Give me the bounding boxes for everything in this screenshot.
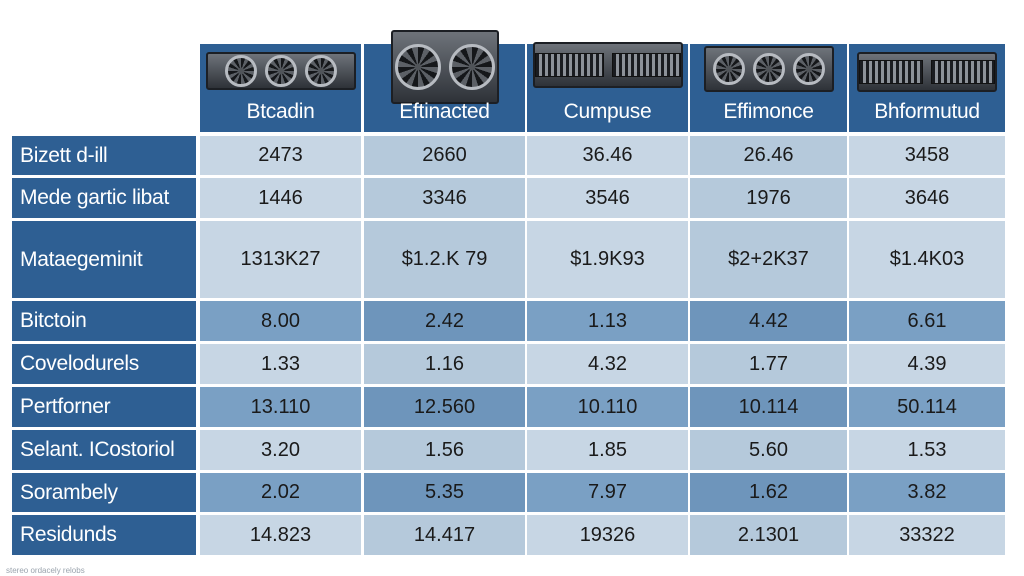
table-cell: 1.53 [849, 430, 1008, 473]
table-cell: 2473 [200, 136, 364, 178]
table-cell: 4.39 [849, 344, 1008, 387]
table-cell: 2.02 [200, 473, 364, 515]
table-cell: 1.56 [364, 430, 528, 473]
table-cell: 5.60 [690, 430, 850, 473]
server-rack-icon [857, 52, 997, 92]
column-header-label: Effimonce [723, 100, 814, 123]
column-header-3: Cumpuse [527, 42, 691, 132]
column-header-2: Eftinacted [364, 30, 528, 132]
table-cell: 36.46 [527, 136, 691, 178]
table-cell: 50.114 [849, 387, 1008, 430]
table-cell: 1446 [200, 178, 364, 221]
table-cell: 4.42 [690, 301, 850, 344]
row-label: Selant. ICostoriol [12, 430, 196, 473]
table-cell: 1.77 [690, 344, 850, 387]
table-cell: 2660 [364, 136, 528, 178]
table-cell: 3646 [849, 178, 1008, 221]
table-cell: 3.82 [849, 473, 1008, 515]
fan-icon [304, 55, 337, 87]
footer-text: stereo ordacely relobs [6, 566, 85, 575]
table-cell: 8.00 [200, 301, 364, 344]
table-cell: $2+2K37 [690, 221, 850, 301]
column-header-5: Bhformutud [849, 44, 1008, 132]
table-cell: 1.85 [527, 430, 691, 473]
vent-icon [859, 60, 923, 84]
table-cell: 10.110 [527, 387, 691, 430]
vent-icon [534, 53, 604, 77]
row-label: Bitctoin [12, 301, 196, 344]
table-cell: 1.33 [200, 344, 364, 387]
server-fan-icon [703, 46, 834, 92]
table-cell: 4.32 [527, 344, 691, 387]
column-header-label: Bhformutud [874, 100, 980, 123]
fan-icon [394, 44, 441, 90]
fan-icon [712, 53, 745, 85]
table-cell: 3.20 [200, 430, 364, 473]
table-cell: 7.97 [527, 473, 691, 515]
fan-icon [264, 55, 297, 87]
column-header-1: Btcadin [200, 44, 364, 132]
table-cell: $1.9K93 [527, 221, 691, 301]
vent-icon [611, 53, 681, 77]
server-fan-icon [390, 30, 499, 104]
server-rack-icon [532, 42, 683, 88]
table-cell: 14.823 [200, 515, 364, 558]
table-cell: 14.417 [364, 515, 528, 558]
table-cell: 6.61 [849, 301, 1008, 344]
table-cell: 1313K27 [200, 221, 364, 301]
fan-icon [224, 55, 257, 87]
column-header-label: Cumpuse [563, 100, 652, 123]
column-header-label: Btcadin [246, 100, 315, 123]
row-label: Sorambely [12, 473, 196, 515]
row-label: Bizett d-ill [12, 136, 196, 178]
table-cell: 1.13 [527, 301, 691, 344]
table-cell: $1.4K03 [849, 221, 1008, 301]
table-cell: 13.110 [200, 387, 364, 430]
row-label: Covelodurels [12, 344, 196, 387]
column-header-4: Effimonce [690, 44, 850, 132]
table-cell: 3346 [364, 178, 528, 221]
table-cell: 12.560 [364, 387, 528, 430]
table-cell: 5.35 [364, 473, 528, 515]
table-cell: 3458 [849, 136, 1008, 178]
row-label: Mataegeminit [12, 221, 196, 301]
table-cell: 33322 [849, 515, 1008, 558]
table-cell: 1976 [690, 178, 850, 221]
row-label: Residunds [12, 515, 196, 558]
table-cell: 26.46 [690, 136, 850, 178]
fan-icon [792, 53, 825, 85]
column-header-label: Eftinacted [399, 100, 490, 123]
vent-icon [931, 60, 995, 84]
fan-icon [752, 53, 785, 85]
table-cell: 10.114 [690, 387, 850, 430]
table-cell: $1.2.K 79 [364, 221, 528, 301]
fan-icon [448, 44, 495, 90]
server-rack-icon [205, 52, 356, 90]
row-label: Pertforner [12, 387, 196, 430]
table-cell: 2.42 [364, 301, 528, 344]
table-cell: 19326 [527, 515, 691, 558]
table-cell: 3546 [527, 178, 691, 221]
table-cell: 1.16 [364, 344, 528, 387]
row-label: Mede gartic libat [12, 178, 196, 221]
table-cell: 1.62 [690, 473, 850, 515]
table-cell: 2.1301 [690, 515, 850, 558]
